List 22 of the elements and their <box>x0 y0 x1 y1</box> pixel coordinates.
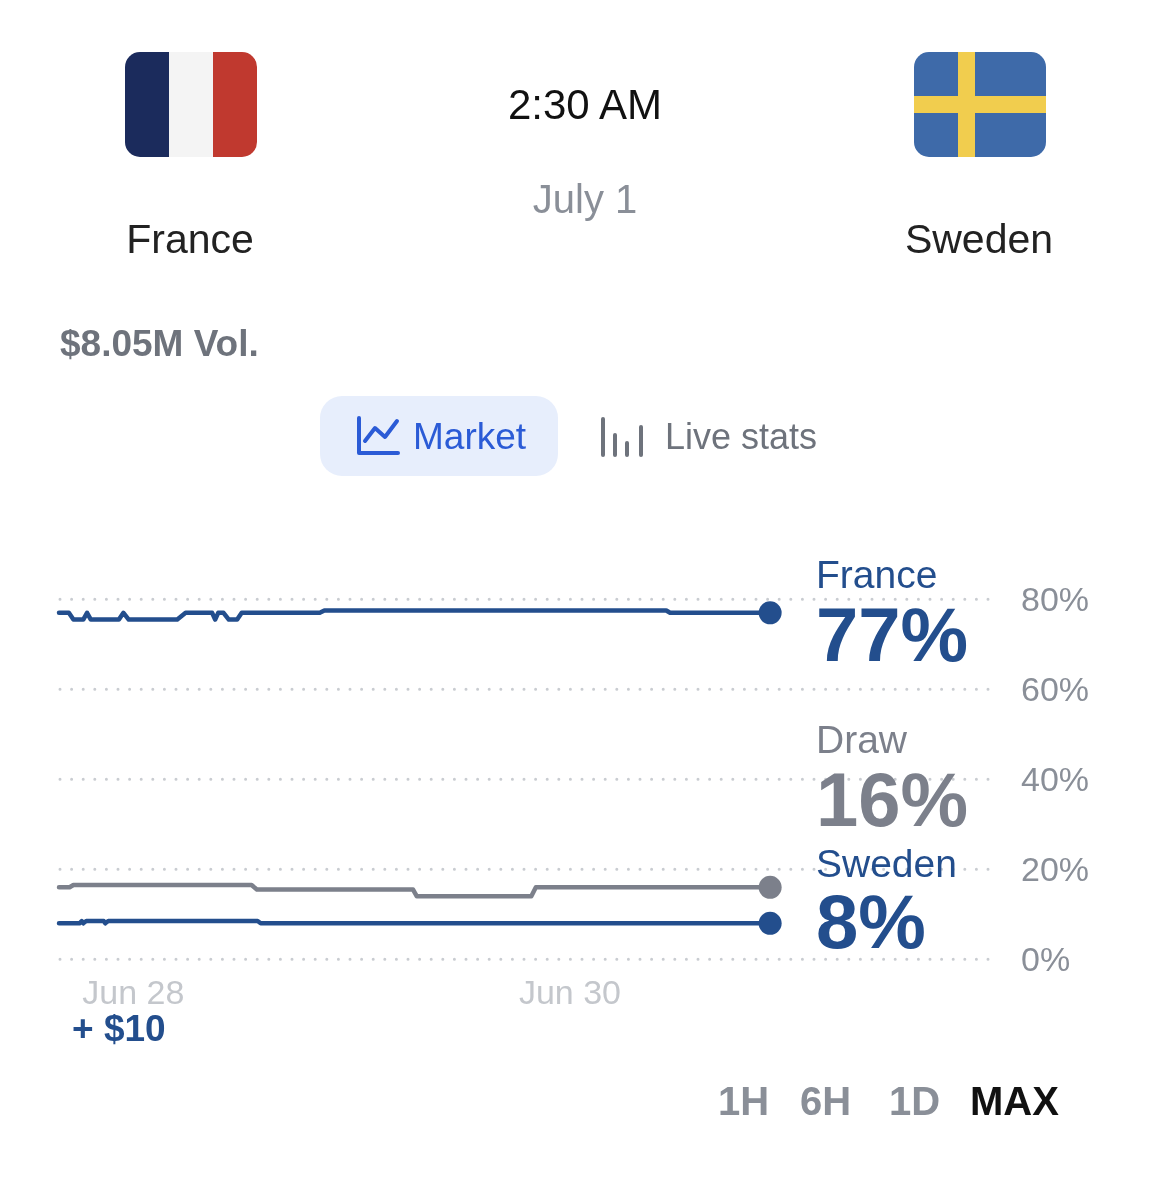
x-tick-label: Jun 28 <box>82 973 185 1011</box>
y-tick-label: 80% <box>1021 580 1090 619</box>
text: 2:30 AM <box>507 81 663 128</box>
text: + $10 <box>72 1008 166 1049</box>
text: $8.05M Vol. <box>60 323 259 364</box>
y-tick-label: 40% <box>1021 760 1090 799</box>
y-tick-label: 20% <box>1021 850 1090 889</box>
text: Market <box>413 416 527 457</box>
y-tick-label: 60% <box>1021 670 1090 709</box>
text: Live stats <box>665 416 818 457</box>
point <box>758 875 782 899</box>
text: 6H <box>800 1079 852 1123</box>
x-tick-label: Jun 30 <box>518 973 622 1011</box>
text: 1D <box>889 1079 941 1123</box>
text: MAX <box>970 1079 1060 1123</box>
y-tick-label: 0% <box>1021 940 1071 979</box>
text: Sweden <box>904 216 1054 262</box>
text: 1H <box>718 1079 770 1123</box>
point <box>758 601 782 625</box>
text: France <box>126 216 254 262</box>
point <box>758 911 782 935</box>
text: July 1 <box>532 177 638 221</box>
